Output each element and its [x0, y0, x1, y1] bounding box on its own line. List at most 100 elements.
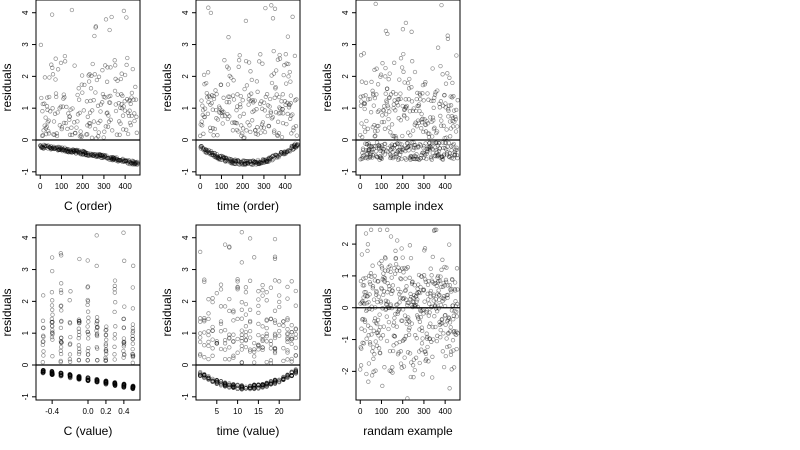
data-point: [442, 140, 448, 145]
data-point: [289, 330, 294, 335]
data-point: [202, 375, 207, 381]
data-point: [77, 256, 82, 262]
data-point: [366, 299, 371, 305]
data-point: [221, 155, 226, 161]
data-point: [49, 316, 55, 322]
data-point: [247, 347, 253, 352]
data-point: [108, 93, 113, 99]
data-point: [428, 145, 433, 151]
data-point: [252, 159, 257, 165]
data-point: [416, 272, 422, 278]
data-point: [106, 156, 111, 161]
data-point: [70, 149, 75, 155]
data-point: [58, 373, 63, 379]
data-point: [50, 337, 55, 342]
data-point: [448, 352, 454, 357]
data-point: [216, 157, 221, 162]
x-axis: 0 100 200 300 400: [358, 400, 452, 416]
data-point: [124, 127, 129, 132]
data-point: [38, 42, 44, 48]
data-point: [122, 159, 127, 164]
data-point: [367, 155, 372, 160]
data-point: [386, 326, 391, 332]
y-axis-label: residuals: [160, 288, 174, 336]
data-point: [245, 120, 250, 125]
data-point: [222, 382, 228, 387]
data-point: [239, 384, 244, 390]
data-point: [103, 328, 108, 333]
data-point: [406, 332, 412, 337]
data-point: [443, 105, 448, 110]
data-point: [40, 370, 46, 375]
data-point: [85, 378, 91, 384]
data-point: [286, 148, 291, 154]
data-point: [63, 120, 69, 126]
data-point: [435, 333, 440, 338]
data-point: [122, 382, 127, 388]
data-point: [439, 118, 444, 123]
data-point: [113, 155, 118, 160]
data-point: [365, 242, 371, 247]
data-point: [449, 148, 454, 153]
data-point: [269, 116, 274, 121]
data-point: [105, 155, 110, 161]
data-point: [49, 370, 55, 375]
data-point: [390, 90, 396, 95]
data-point: [284, 149, 290, 154]
data-point: [362, 106, 367, 112]
data-point: [260, 385, 265, 390]
data-point: [414, 156, 420, 162]
data-point: [68, 149, 73, 155]
data-point: [430, 324, 436, 330]
data-point: [217, 110, 222, 115]
data-point: [103, 124, 108, 129]
data-point: [259, 122, 265, 127]
data-point: [54, 133, 60, 139]
data-point: [228, 156, 233, 162]
data-point: [206, 332, 211, 338]
data-point: [370, 284, 376, 289]
data-point: [77, 375, 82, 380]
data-point: [268, 155, 274, 160]
data-point: [231, 382, 236, 387]
data-point: [107, 27, 112, 33]
data-point: [451, 141, 456, 147]
data-point: [283, 102, 288, 107]
plot-frame: [195, 224, 301, 401]
data-point: [76, 375, 82, 380]
data-point: [131, 161, 137, 167]
data-point: [130, 384, 136, 390]
data-point: [382, 126, 388, 131]
data-point: [247, 383, 253, 389]
data-point: [237, 114, 243, 119]
data-point: [387, 348, 393, 354]
data-point: [242, 86, 247, 92]
data-point: [393, 134, 398, 139]
data-point: [373, 1, 378, 7]
data-point: [211, 153, 216, 158]
data-point: [425, 131, 431, 136]
data-point: [405, 300, 410, 306]
data-point: [50, 371, 55, 377]
data-point: [112, 309, 117, 315]
data-point: [452, 149, 458, 155]
data-point: [264, 384, 269, 389]
data-point: [49, 368, 55, 374]
data-point: [362, 124, 367, 130]
data-point: [63, 147, 69, 152]
data-point: [224, 156, 229, 161]
data-point: [214, 378, 219, 383]
data-point: [397, 339, 402, 345]
data-point: [451, 317, 456, 322]
data-point: [293, 326, 298, 331]
data-point: [358, 103, 364, 108]
data-point: [397, 300, 402, 305]
data-point: [59, 253, 64, 258]
data-point: [272, 155, 277, 160]
data-point: [365, 323, 371, 328]
data-point: [359, 121, 364, 126]
data-point: [392, 334, 397, 339]
data-point: [365, 97, 371, 102]
data-point: [421, 155, 427, 160]
